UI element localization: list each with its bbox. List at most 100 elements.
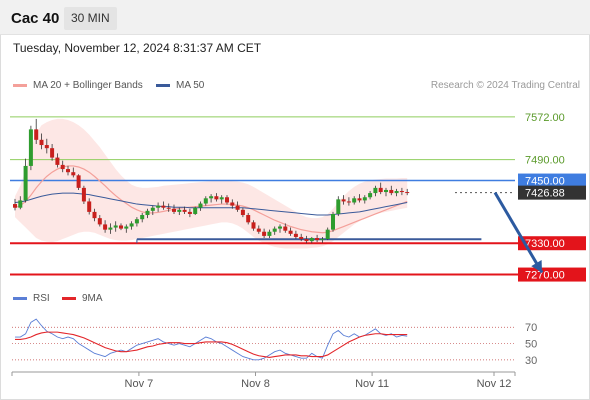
candle-body xyxy=(198,203,203,208)
candle-body xyxy=(18,200,23,208)
candle-body xyxy=(399,191,404,193)
candle-body xyxy=(44,145,49,149)
price-label-support: 7270.00 xyxy=(525,270,565,282)
x-axis-label: Nov 8 xyxy=(241,378,270,390)
chart-header: Cac 40 30 MIN xyxy=(0,0,590,35)
candle-body xyxy=(97,218,102,225)
candle-body xyxy=(71,172,76,176)
candle-body xyxy=(209,196,214,199)
candle-body xyxy=(336,199,341,214)
rsi-tick-label: 30 xyxy=(525,355,537,367)
candle-body xyxy=(119,225,123,229)
rsi-tick-label: 70 xyxy=(525,322,537,334)
candle-body xyxy=(373,187,378,194)
timeframe-button[interactable]: 30 MIN xyxy=(64,7,117,30)
candle-body xyxy=(331,213,335,230)
candle-body xyxy=(203,198,208,204)
candle-body xyxy=(182,209,187,212)
candle-body xyxy=(55,157,60,165)
legend-rsi-label: RSI xyxy=(33,293,50,304)
bollinger-band-area xyxy=(15,118,408,249)
candle-body xyxy=(140,215,145,220)
legend-rsi: RSI xyxy=(13,293,50,304)
candle-body xyxy=(166,207,171,209)
candle-body xyxy=(309,238,314,242)
candle-body xyxy=(92,211,97,219)
x-axis-label: Nov 11 xyxy=(355,378,389,390)
candle-body xyxy=(283,226,288,231)
candle-body xyxy=(240,209,245,216)
legend-ma50: MA 50 xyxy=(156,80,204,91)
candle-body xyxy=(352,198,357,203)
candle-body xyxy=(325,229,330,240)
candle-body xyxy=(368,193,373,198)
ma20-line xyxy=(14,165,408,234)
price-tag-support xyxy=(518,267,586,282)
symbol-title: Cac 40 xyxy=(11,10,60,27)
candle-body xyxy=(129,223,134,227)
candle-body xyxy=(230,202,235,206)
candle-body xyxy=(177,209,182,212)
candle-body xyxy=(293,233,298,237)
legend-9ma-label: 9MA xyxy=(82,293,103,304)
copyright-text: Research © 2024 Trading Central xyxy=(430,80,580,91)
candle-body xyxy=(357,198,362,201)
candle-body xyxy=(108,227,113,230)
candle-body xyxy=(251,222,256,229)
rsi-series-9ma xyxy=(15,331,408,358)
candle-body xyxy=(39,139,44,146)
price-label-last: 7426.88 xyxy=(525,188,565,200)
price-tag-current xyxy=(518,173,586,188)
candle-body xyxy=(320,239,325,241)
candle-body xyxy=(150,207,155,211)
candle-body xyxy=(87,201,92,212)
price-label-support: 7330.00 xyxy=(525,238,565,250)
candle-body xyxy=(34,129,39,140)
candle-body xyxy=(28,129,33,166)
price-tag-support xyxy=(518,236,586,251)
candle-body xyxy=(225,197,229,203)
price-label-resistance: 7490.00 xyxy=(525,155,565,167)
candle-body xyxy=(235,205,240,210)
candle-body xyxy=(214,196,219,200)
candle-body xyxy=(13,204,17,208)
candle-body xyxy=(145,210,150,216)
legend-ma50-swatch xyxy=(156,83,170,87)
candle-body xyxy=(389,189,394,194)
legend-ma20-bollinger: MA 20 + Bollinger Bands xyxy=(13,80,143,91)
x-axis-label: Nov 12 xyxy=(477,378,512,390)
price-label-resistance: 7572.00 xyxy=(525,112,565,124)
candle-body xyxy=(103,224,108,230)
candle-body xyxy=(81,187,86,202)
candle-body xyxy=(156,205,161,208)
candle-body xyxy=(405,192,410,194)
candle-body xyxy=(304,239,309,242)
projection-arrow-head xyxy=(531,260,542,273)
candle-body xyxy=(76,175,81,188)
price-tag-last xyxy=(518,185,586,200)
legend-ma20-swatch xyxy=(13,83,27,87)
candle-body xyxy=(346,201,351,203)
candle-body xyxy=(272,228,277,232)
candle-body xyxy=(193,207,198,214)
candle-body xyxy=(50,148,55,158)
candle-body xyxy=(219,197,224,200)
candle-body xyxy=(60,164,65,170)
candle-body xyxy=(161,205,166,208)
candle-body xyxy=(124,226,129,229)
projection-arrow-shaft xyxy=(493,191,544,274)
candle-body xyxy=(187,211,192,214)
candle-body xyxy=(66,169,70,173)
candle-body xyxy=(278,226,282,229)
candle-body xyxy=(256,228,261,232)
candle-body xyxy=(315,238,320,241)
candle-body xyxy=(378,187,383,193)
candle-body xyxy=(262,231,267,236)
candle-body xyxy=(134,219,139,224)
legend-rsi-swatch xyxy=(13,296,27,300)
candle-body xyxy=(23,165,28,201)
rsi-series-rsi xyxy=(15,318,408,361)
candle-body xyxy=(341,199,346,202)
legend-9ma: 9MA xyxy=(62,293,103,304)
candle-body xyxy=(113,225,118,228)
